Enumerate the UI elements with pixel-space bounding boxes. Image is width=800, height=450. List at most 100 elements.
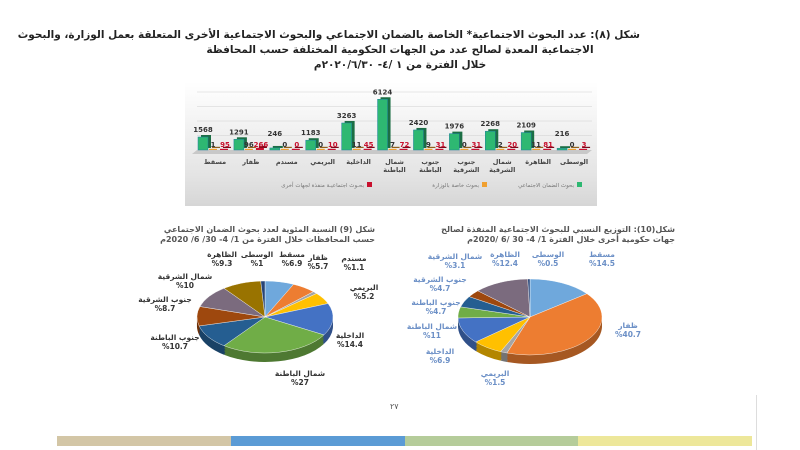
bar-side bbox=[535, 146, 544, 148]
figure-title-line3: خلال الفترة من ١ /٤- ٢٠٢٠/٦/٣٠م bbox=[313, 59, 487, 71]
bar-side bbox=[355, 146, 364, 148]
x-tick-label: الداخلية bbox=[346, 158, 371, 166]
bar bbox=[568, 148, 577, 150]
pie-data-label: الوسطى %1 bbox=[240, 250, 274, 268]
pie-chart-9 bbox=[196, 280, 334, 362]
bar-side bbox=[546, 146, 555, 148]
bar-data-label: 1976 bbox=[445, 123, 465, 131]
bar-side bbox=[330, 146, 339, 148]
bar bbox=[471, 148, 480, 150]
x-tick-label: الشرقية bbox=[489, 166, 515, 174]
bar-side bbox=[247, 146, 256, 148]
bar-side bbox=[272, 145, 283, 148]
bar bbox=[460, 148, 469, 150]
bar-data-label: 9 bbox=[426, 141, 431, 149]
bar bbox=[341, 122, 352, 151]
x-tick-label: جنوب bbox=[457, 158, 475, 166]
bar bbox=[291, 148, 300, 150]
bar bbox=[269, 147, 281, 151]
bar-side bbox=[319, 146, 328, 148]
pie-data-label: شمال الشرقية %3.1 bbox=[427, 252, 483, 270]
bar bbox=[316, 148, 325, 150]
bar-data-label: 0 bbox=[318, 141, 323, 149]
pie-data-label: مسندم %1.1 bbox=[341, 254, 367, 272]
chart-floor bbox=[192, 150, 592, 154]
bar-side bbox=[560, 146, 571, 148]
bar-data-label: 10 bbox=[328, 141, 338, 149]
pie-data-label: ظفار %5.7 bbox=[307, 253, 329, 271]
bar-side bbox=[463, 146, 472, 148]
bar bbox=[496, 148, 505, 150]
bar-data-label: 0 bbox=[462, 141, 467, 149]
pie-data-label: مسقط %6.9 bbox=[279, 250, 305, 268]
bar-data-label: 3263 bbox=[337, 112, 357, 120]
pie-data-label: البريمي %1.5 bbox=[480, 369, 510, 387]
bar-data-label: 20 bbox=[507, 141, 517, 149]
pie10-title: شكل(10): التوزيع النسبي للبحوث الاجتماعي… bbox=[441, 225, 675, 244]
bar-side bbox=[499, 146, 508, 148]
bar bbox=[244, 148, 253, 150]
bar bbox=[220, 148, 228, 150]
pie-data-label: شمال الشرقية %10 bbox=[157, 272, 213, 290]
footer-color-bar bbox=[57, 436, 752, 446]
bar bbox=[556, 147, 568, 151]
footer-color-segment bbox=[230, 436, 405, 446]
bar-side bbox=[366, 146, 375, 148]
bar-side bbox=[571, 146, 580, 148]
x-tick-label: جنوب bbox=[421, 158, 439, 166]
bar bbox=[424, 148, 433, 150]
bar-side bbox=[258, 145, 267, 148]
bar bbox=[255, 147, 264, 150]
bar-data-label: 7 bbox=[390, 141, 395, 149]
bar-data-label: 95 bbox=[220, 141, 230, 149]
bar bbox=[388, 148, 397, 150]
bar-data-label: 45 bbox=[364, 141, 374, 149]
page-edge-divider bbox=[756, 395, 757, 450]
bar-data-label: 0 bbox=[570, 141, 575, 149]
bar-data-label: 216 bbox=[555, 130, 570, 138]
x-tick-label: ظفار bbox=[241, 158, 259, 166]
pie-data-label: الظاهرة %12.4 bbox=[490, 250, 520, 268]
x-tick-label: البريمي bbox=[310, 158, 335, 166]
x-tick-label: الباطنة bbox=[383, 166, 405, 174]
bar-data-label: 81 bbox=[543, 141, 553, 149]
bar bbox=[280, 148, 289, 150]
bar-data-label: 6124 bbox=[373, 88, 393, 96]
pie-data-label: جنوب الباطنة %10.7 bbox=[150, 333, 200, 351]
bar bbox=[413, 129, 424, 151]
bar bbox=[305, 139, 316, 151]
bar-side bbox=[223, 146, 231, 148]
bar-data-label: 246 bbox=[268, 130, 283, 138]
bar-data-label: 1568 bbox=[193, 126, 213, 134]
figure-title-line2: الاجتماعية المعدة لصالح عدد من الجهات ال… bbox=[206, 44, 594, 56]
bar-data-label: 11 bbox=[352, 141, 362, 149]
bar bbox=[485, 130, 496, 151]
bar-data-label: 3 bbox=[582, 141, 587, 149]
legend-swatch bbox=[482, 182, 487, 187]
bar bbox=[435, 148, 444, 150]
x-tick-label: الباطنة bbox=[419, 166, 441, 174]
pie9-title: شكل (9) النسبة المئوية لعدد بحوث الضمان … bbox=[160, 225, 375, 244]
footer-color-segment bbox=[57, 436, 231, 446]
bar-side bbox=[402, 146, 411, 148]
x-tick-label: مسقط bbox=[204, 158, 226, 166]
bar-data-label: 1 bbox=[211, 141, 216, 149]
x-tick-label: مسندم bbox=[276, 158, 298, 166]
pie-data-label: جنوب الشرقية %8.7 bbox=[138, 295, 192, 313]
bar-side bbox=[391, 146, 400, 148]
bar-data-label: 1183 bbox=[301, 129, 321, 137]
figure-title-line1: شكل (٨): عدد البحوث الاجتماعية* الخاصة ب… bbox=[17, 29, 640, 41]
pie-data-label: شمال الباطنة %11 bbox=[406, 322, 458, 340]
bar-side bbox=[582, 146, 591, 148]
x-tick-label: الوسطى bbox=[560, 158, 588, 166]
footer-color-segment bbox=[578, 436, 752, 446]
bar bbox=[543, 148, 552, 150]
x-tick-label: الظاهرة bbox=[525, 158, 551, 166]
bar bbox=[233, 139, 245, 151]
bar bbox=[520, 132, 532, 151]
bar-data-label: 2 bbox=[498, 141, 503, 149]
page-number: ٢٧ bbox=[390, 402, 399, 411]
bar bbox=[197, 136, 209, 151]
